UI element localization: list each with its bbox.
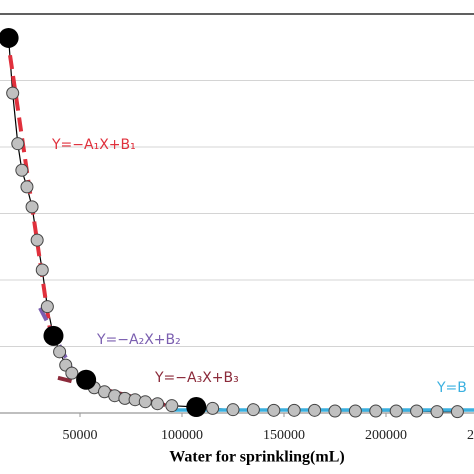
x-tick-label: 250000 [467, 428, 474, 443]
x-tick-label: 200000 [365, 428, 407, 443]
data-point [328, 404, 342, 418]
data-point [35, 263, 49, 277]
data-point [206, 401, 220, 415]
key-point [43, 325, 64, 346]
data-point [267, 403, 281, 417]
data-point [287, 403, 301, 417]
data-point [151, 397, 165, 411]
fit-label: Y=−A₁X+B₁ [51, 137, 136, 153]
data-point [30, 233, 44, 247]
data-point [20, 180, 34, 194]
fit-label: Y=−A₂X+B₂ [96, 332, 181, 348]
fit-label: Y=B [436, 380, 467, 396]
data-point [6, 86, 20, 100]
data-point [40, 300, 54, 314]
data-point [246, 403, 260, 417]
data-point [430, 405, 444, 419]
data-point [165, 399, 179, 413]
data-point [15, 163, 29, 177]
data-line [8, 37, 458, 413]
data-point [308, 403, 322, 417]
data-point [25, 200, 39, 214]
data-point [369, 404, 383, 418]
x-tick-label: 150000 [263, 428, 305, 443]
data-point [348, 404, 362, 418]
data-point [389, 404, 403, 418]
data-point [226, 403, 240, 417]
data-point [410, 404, 424, 418]
data-point [65, 366, 79, 380]
data-point [450, 405, 464, 419]
fit-label: Y=−A₃X+B₃ [154, 370, 239, 386]
x-tick-label: 100000 [161, 428, 203, 443]
key-point [186, 397, 207, 418]
x-axis-label: Water for sprinkling(mL) [169, 449, 344, 466]
x-tick-label: 50000 [63, 428, 98, 443]
data-point [53, 345, 67, 359]
data-point [138, 395, 152, 409]
key-point [0, 27, 19, 48]
data-point [11, 137, 25, 151]
key-point [76, 369, 97, 390]
